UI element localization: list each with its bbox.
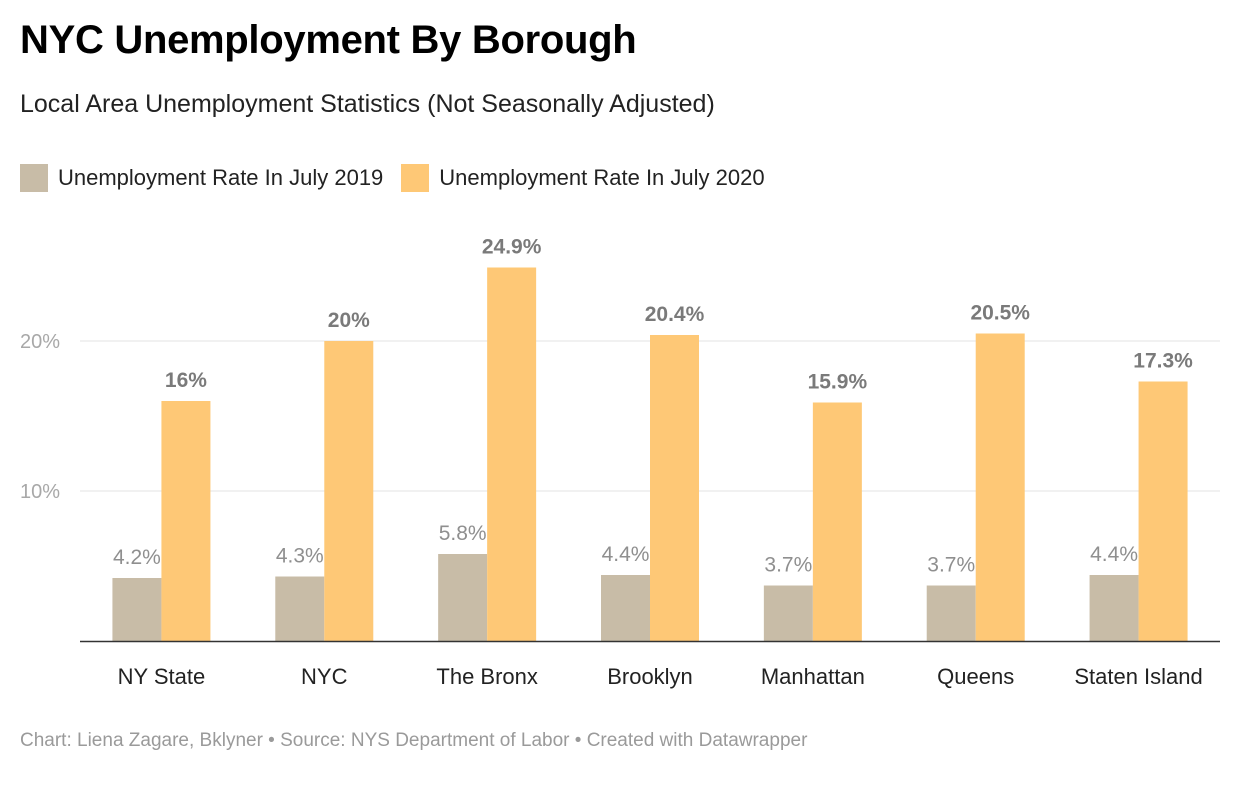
bar-2020 [812, 402, 862, 641]
x-tick-label: NYC [301, 664, 348, 689]
y-tick-label: 20% [20, 331, 60, 353]
chart-title: NYC Unemployment By Borough [20, 18, 637, 62]
chart-footer: Chart: Liena Zagare, Bklyner • Source: N… [20, 730, 808, 751]
x-tick-label: The Bronx [436, 664, 538, 689]
legend: Unemployment Rate In July 2019 Unemploym… [20, 164, 765, 192]
data-label-2020: 24.9% [482, 236, 542, 259]
data-label-2019: 4.3% [276, 545, 324, 568]
data-label-2020: 17.3% [1133, 350, 1193, 373]
data-label-2020: 20.5% [970, 302, 1030, 325]
bar-2019 [926, 585, 976, 641]
data-label-2019: 4.4% [602, 543, 650, 566]
bar-2019 [275, 576, 325, 641]
bar-2020 [975, 333, 1025, 641]
legend-label-2020: Unemployment Rate In July 2020 [439, 165, 765, 190]
bar-2019 [438, 554, 488, 641]
data-label-2020: 20% [328, 309, 370, 332]
bar-2019 [763, 585, 813, 641]
bar-2019 [112, 578, 162, 641]
bar-2019 [1089, 575, 1139, 641]
x-tick-label: NY State [118, 664, 206, 689]
data-label-2020: 16% [165, 369, 207, 392]
data-label-2019: 5.8% [439, 522, 487, 545]
data-label-2019: 3.7% [927, 554, 975, 577]
x-tick-label: Manhattan [761, 664, 865, 689]
y-tick-label: 10% [20, 481, 60, 503]
bar-2020 [1138, 381, 1188, 641]
data-label-2019: 4.4% [1090, 543, 1138, 566]
data-label-2020: 20.4% [645, 303, 705, 326]
bar-2020 [324, 341, 374, 641]
bar-2019 [601, 575, 650, 641]
bar-2020 [487, 267, 537, 641]
x-tick-label: Staten Island [1074, 664, 1202, 689]
legend-item-2020: Unemployment Rate In July 2020 [401, 164, 765, 192]
legend-swatch-2020 [401, 164, 430, 192]
legend-item-2019: Unemployment Rate In July 2019 [20, 164, 383, 192]
bar-2020 [161, 401, 211, 641]
x-tick-label: Brooklyn [607, 664, 693, 689]
bar-chart: 10% 20% 4.2% 16% NY State 4.3% 20% NYC 5.8% 24.9%… [20, 236, 1220, 689]
chart-subtitle: Local Area Unemployment Statistics (Not … [20, 90, 715, 118]
x-tick-label: Queens [937, 664, 1014, 689]
legend-label-2019: Unemployment Rate In July 2019 [58, 165, 384, 190]
bar-2020 [650, 335, 699, 641]
data-label-2020: 15.9% [808, 371, 868, 394]
data-label-2019: 3.7% [764, 554, 812, 577]
legend-swatch-2019 [20, 164, 48, 192]
data-label-2019: 4.2% [113, 546, 161, 569]
